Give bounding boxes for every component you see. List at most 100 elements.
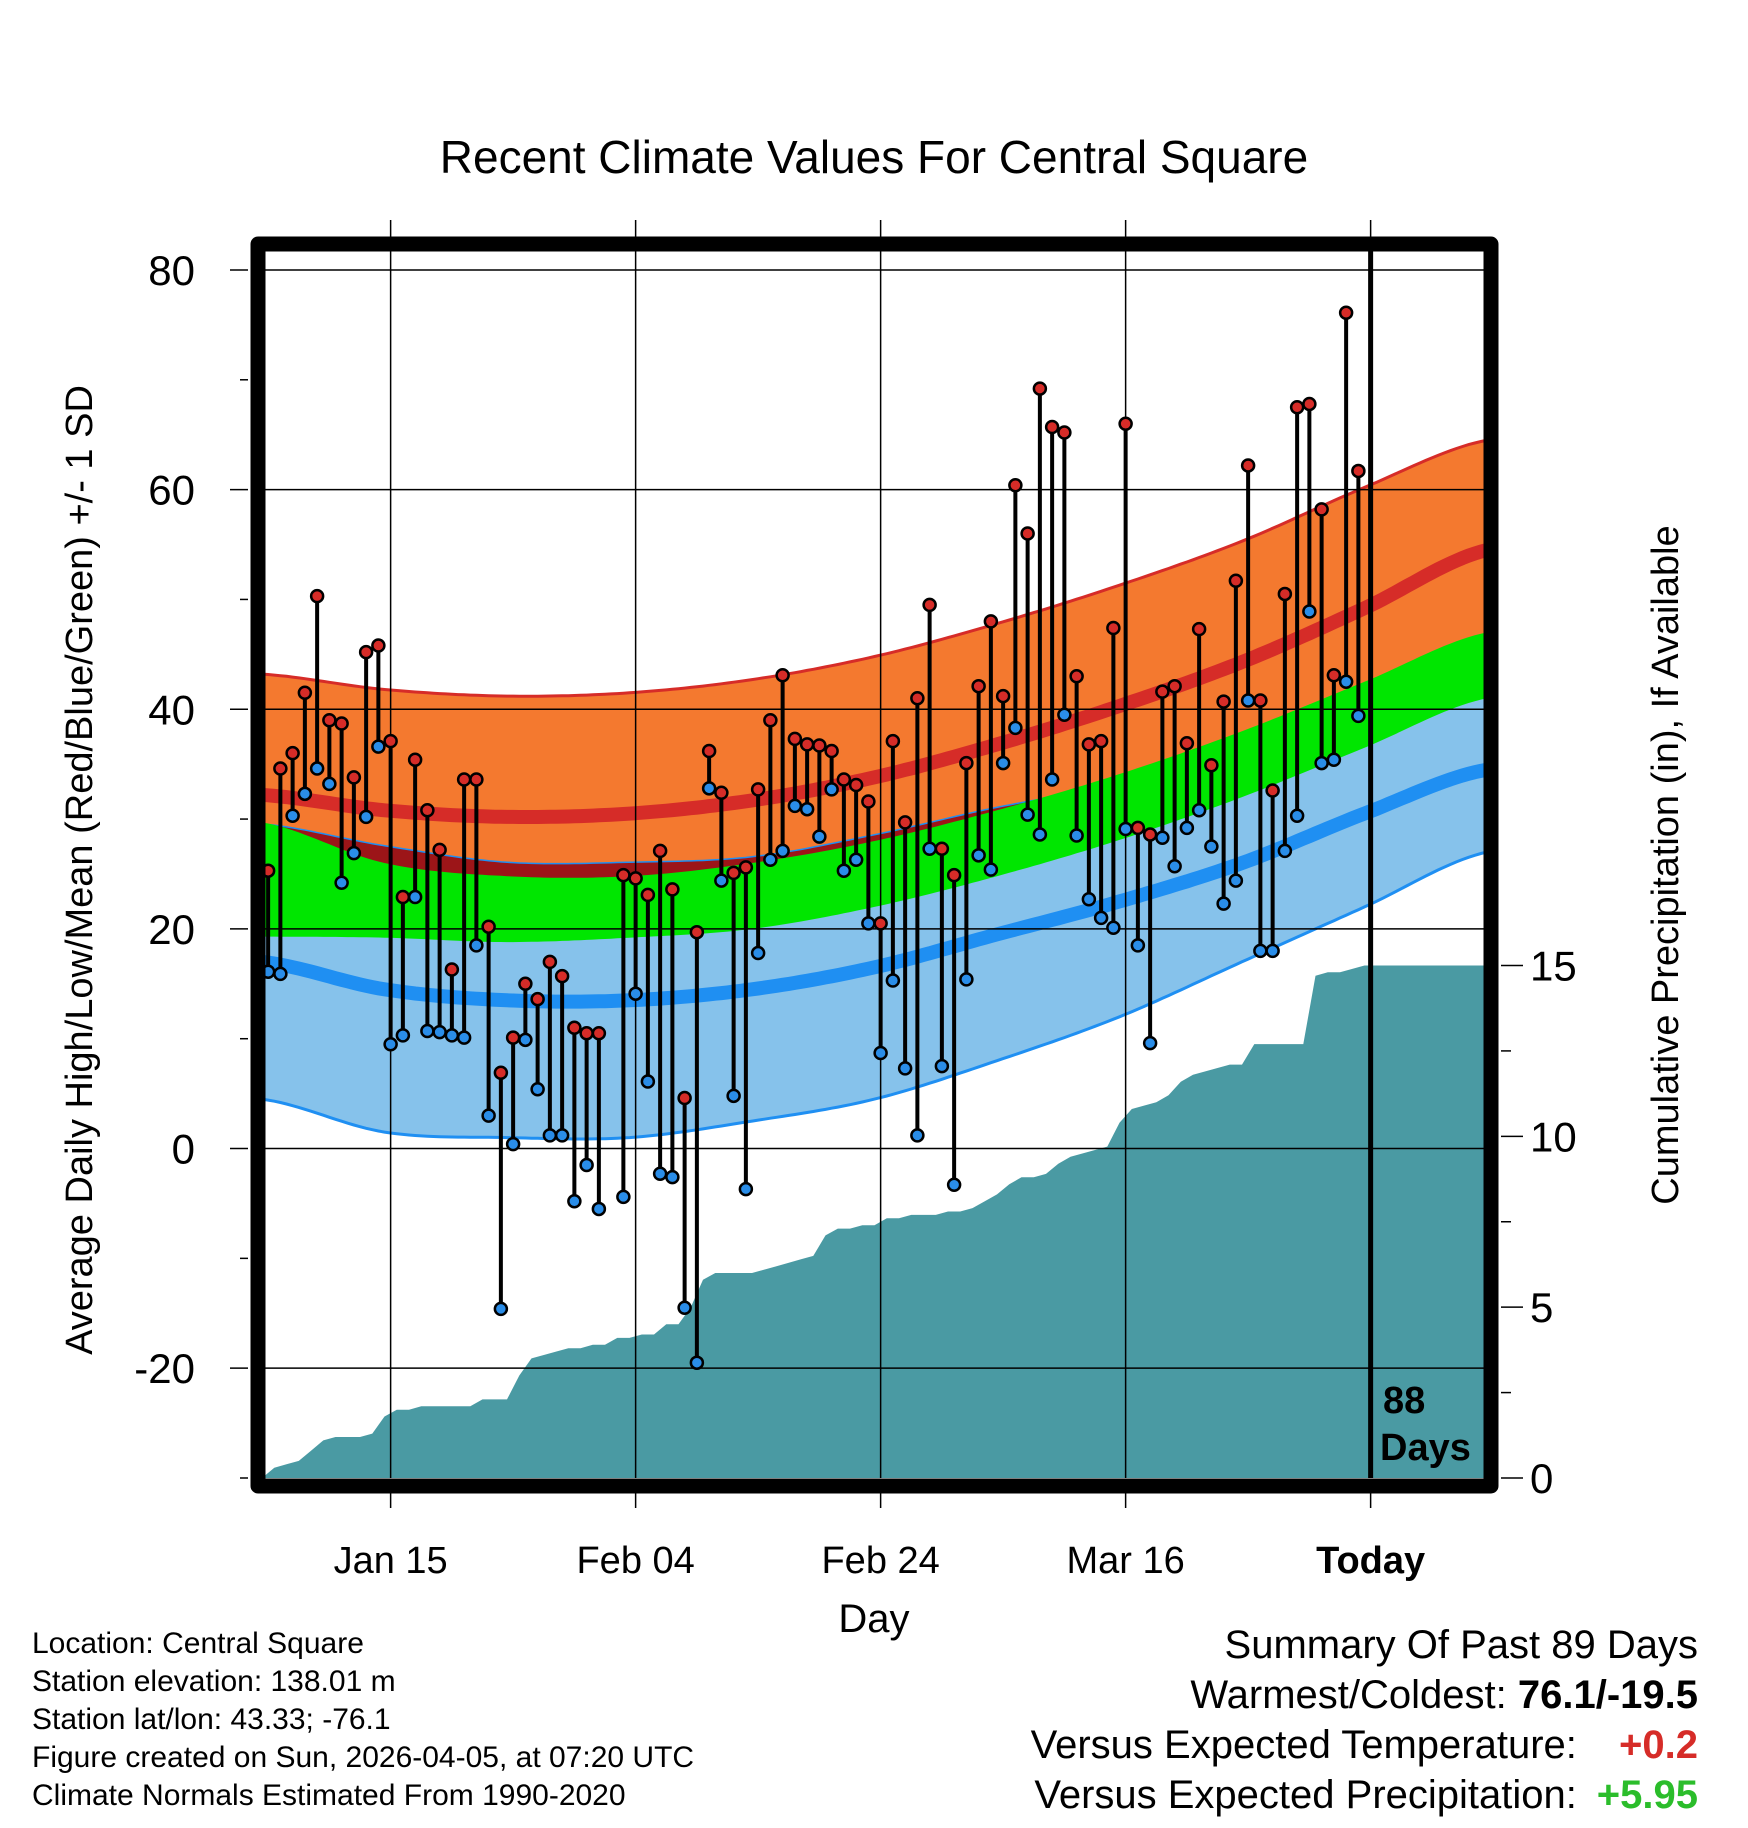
observed-high-point — [1008, 477, 1023, 493]
observed-low-point — [726, 1088, 741, 1104]
observed-low-point — [1008, 720, 1023, 736]
observed-low-point — [505, 1136, 521, 1152]
observed-high-point — [554, 968, 570, 984]
temp-departure-row: Versus Expected Temperature: +0.2 — [1031, 1720, 1698, 1770]
observed-high-point — [1253, 693, 1268, 708]
observed-high-point — [518, 976, 533, 992]
mean-sd-band — [262, 632, 1487, 943]
observed-low-point — [1277, 843, 1293, 859]
observed-high-point — [432, 842, 447, 858]
y-tick-label: 60 — [148, 467, 195, 514]
observed-low-point — [1020, 807, 1035, 822]
observed-high-point — [861, 794, 876, 809]
observed-high-point — [273, 761, 288, 776]
observed-high-point — [1326, 667, 1342, 683]
observed-low-point — [273, 966, 288, 982]
observed-low-point — [677, 1300, 692, 1316]
observed-low-point — [1302, 604, 1317, 619]
observed-high-point — [1142, 827, 1158, 842]
observed-high-point — [995, 688, 1011, 704]
observed-high-point — [946, 867, 962, 883]
y2-axis-label: Cumulative Precipitation (in), If Availa… — [1645, 525, 1687, 1204]
observed-high-point — [971, 678, 986, 694]
observed-high-point — [959, 755, 974, 771]
observed-low-point — [983, 862, 999, 877]
observed-high-point — [481, 919, 496, 934]
observed-low-point — [530, 1081, 545, 1097]
observed-low-point — [567, 1194, 582, 1209]
y-axis-label: Average Daily High/Low/Mean (Red/Blue/Gr… — [59, 385, 101, 1355]
observed-low-point — [824, 782, 839, 797]
observed-low-point — [665, 1169, 680, 1185]
y2-tick-label: 0 — [1530, 1455, 1553, 1502]
observed-high-point — [873, 916, 888, 931]
observed-high-point — [1155, 684, 1170, 699]
y-tick-label: 0 — [172, 1126, 195, 1173]
observed-low-point — [689, 1355, 705, 1370]
observed-high-point — [1338, 305, 1354, 321]
summary-title: Summary Of Past 89 Days — [1224, 1623, 1698, 1667]
observed-high-point — [1044, 419, 1060, 435]
observed-high-point — [1032, 381, 1048, 396]
warmest-coldest-value: 76.1/-19.5 — [1517, 1673, 1698, 1717]
observed-high-point — [652, 843, 668, 859]
observed-low-point — [1032, 827, 1048, 842]
observed-high-point — [787, 731, 803, 747]
observed-low-point — [493, 1301, 509, 1317]
observed-low-point — [995, 755, 1011, 771]
precip-area — [262, 965, 1487, 1478]
observed-high-point — [322, 712, 337, 728]
observed-low-point — [946, 1177, 962, 1193]
temp-departure-value: +0.2 — [1619, 1723, 1698, 1767]
observed-low-point — [554, 1128, 570, 1143]
y-tick-label: 80 — [148, 247, 195, 294]
observed-low-point — [934, 1058, 950, 1074]
observed-low-point — [701, 781, 717, 796]
observed-low-point — [1338, 674, 1354, 690]
overlap-band — [262, 659, 1487, 938]
observed-low-point — [358, 809, 374, 825]
observed-high-point — [1302, 396, 1317, 412]
observed-high-point — [579, 1025, 594, 1041]
observed-low-point — [309, 761, 325, 776]
observed-high-point — [1228, 573, 1244, 589]
observed-high-point — [848, 777, 864, 793]
observed-low-point — [836, 863, 852, 878]
observed-high-point — [1118, 416, 1133, 431]
created-line: Figure created on Sun, 2026-04-05, at 07… — [32, 1741, 695, 1774]
observed-high-point — [677, 1090, 692, 1106]
location-line: Location: Central Square — [32, 1627, 364, 1660]
y2-tick-label: 15 — [1530, 943, 1577, 990]
x-tick-label: Today — [1316, 1540, 1425, 1582]
observed-high-point — [763, 712, 778, 728]
observed-high-point — [824, 743, 839, 759]
observed-high-point — [1020, 526, 1035, 541]
observed-low-point — [1093, 910, 1109, 926]
observed-high-point — [334, 716, 349, 731]
observed-low-point — [1253, 943, 1268, 959]
observed-high-point — [1289, 399, 1305, 415]
observed-low-point — [1228, 873, 1244, 888]
observed-high-point — [665, 882, 680, 897]
observed-high-point — [444, 962, 460, 977]
observed-high-point — [628, 871, 643, 886]
observed-low-point — [750, 945, 766, 961]
observed-high-point — [897, 815, 913, 830]
observed-low-point — [395, 1028, 411, 1043]
elevation-line: Station elevation: 138.01 m — [32, 1665, 396, 1698]
observed-low-point — [738, 1181, 754, 1197]
observed-high-point — [689, 924, 705, 940]
y2-tick-label: 5 — [1530, 1284, 1553, 1331]
observed-low-point — [959, 972, 974, 987]
precip-departure-value: +5.95 — [1596, 1773, 1698, 1817]
observed-low-point — [469, 938, 484, 953]
observed-high-point — [383, 733, 398, 749]
observed-high-point — [616, 867, 631, 883]
x-tick-label: Feb 04 — [576, 1540, 694, 1582]
observed-high-point — [1240, 458, 1256, 473]
x-tick-label: Feb 24 — [821, 1540, 939, 1582]
y2-tick-label: 10 — [1530, 1113, 1577, 1160]
observed-low-point — [285, 808, 300, 824]
plot-frame — [250, 236, 1499, 1494]
observed-high-point — [542, 954, 558, 970]
